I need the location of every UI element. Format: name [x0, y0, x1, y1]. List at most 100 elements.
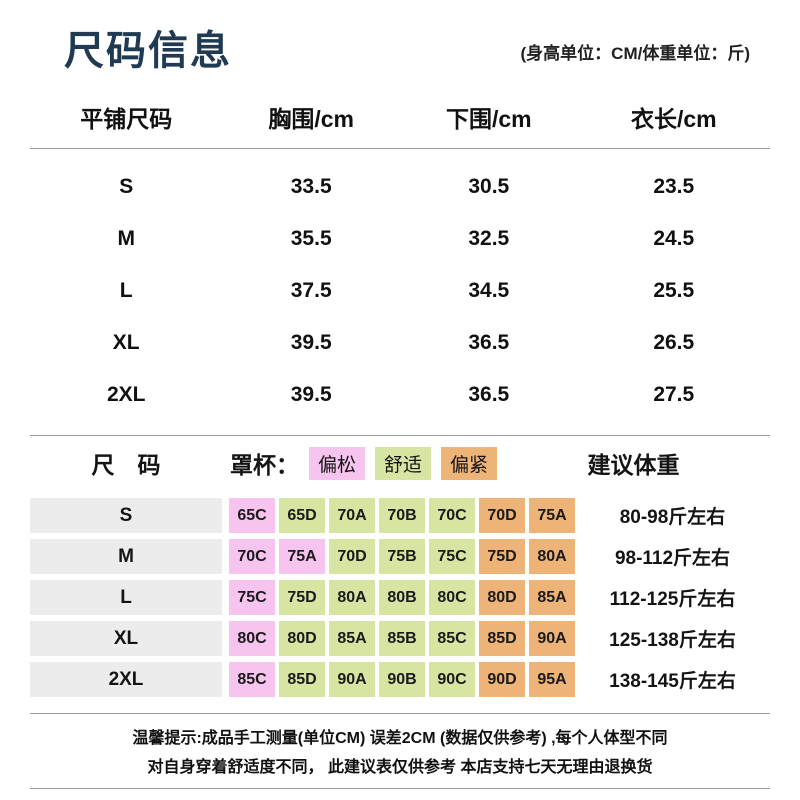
- divider: [30, 713, 770, 714]
- cup-row: S 65C 65D 70A 70B 70C 70D 75A 80-98斤左右: [30, 498, 770, 533]
- divider: [30, 788, 770, 789]
- size-row: XL 39.5 36.5 26.5: [30, 317, 770, 369]
- size-cell: L: [119, 279, 133, 302]
- legend-chip-comfort: 舒适: [375, 446, 432, 480]
- divider: [30, 435, 770, 436]
- cup-cell: 90A: [529, 621, 575, 656]
- bust-cell: 37.5: [290, 279, 332, 302]
- weight-cell: 125-138斤左右: [609, 630, 736, 651]
- cup-cell: 80C: [229, 621, 275, 656]
- length-cell: 24.5: [653, 227, 695, 250]
- weight-cell: 112-125斤左右: [609, 589, 736, 610]
- cup-cell: 75C: [429, 539, 475, 574]
- column-header-length: 衣长/cm: [630, 106, 717, 132]
- cup-cell: 70B: [379, 498, 425, 533]
- size-cell: S: [119, 175, 134, 198]
- cup-cell: 75D: [479, 539, 525, 574]
- cup-section-header: 尺 码 罩杯： 偏松 舒适 偏紧 建议体重: [30, 436, 770, 490]
- cup-cell: 90A: [329, 662, 375, 697]
- cup-cell: 95A: [529, 662, 575, 697]
- cup-cell: 75B: [379, 539, 425, 574]
- cup-table: S 65C 65D 70A 70B 70C 70D 75A 80-98斤左右 M…: [30, 498, 770, 697]
- bust-cell: 33.5: [290, 175, 332, 198]
- size-cell: M: [117, 227, 135, 250]
- weight-cell: 80-98斤左右: [619, 507, 726, 528]
- size-cell: 2XL: [106, 383, 146, 406]
- size-band: L: [30, 580, 222, 615]
- cup-cell: 75C: [229, 580, 275, 615]
- cup-cell: 90B: [379, 662, 425, 697]
- cup-cell: 85C: [229, 662, 275, 697]
- cup-cell: 85C: [429, 621, 475, 656]
- cup-cell: 85A: [329, 621, 375, 656]
- cup-cell: 65D: [279, 498, 325, 533]
- cup-row: L 75C 75D 80A 80B 80C 80D 85A 112-125斤左右: [30, 580, 770, 615]
- size-row: S 33.5 30.5 23.5: [30, 161, 770, 213]
- cup-cell: 65C: [229, 498, 275, 533]
- cup-cell: 80A: [529, 539, 575, 574]
- size-row: 2XL 39.5 36.5 27.5: [30, 369, 770, 421]
- cup-cell: 80D: [279, 621, 325, 656]
- cup-cells: 80C 80D 85A 85B 85C 85D 90A: [229, 621, 575, 656]
- cup-cell: 80B: [379, 580, 425, 615]
- divider: [30, 148, 770, 149]
- cup-cell: 85D: [479, 621, 525, 656]
- underbust-cell: 30.5: [468, 175, 510, 198]
- cup-row: M 70C 75A 70D 75B 75C 75D 80A 98-112斤左右: [30, 539, 770, 574]
- size-row: M 35.5 32.5 24.5: [30, 213, 770, 265]
- legend-chip-tight: 偏紧: [441, 446, 498, 480]
- size-band: XL: [30, 621, 222, 656]
- weight-column-label: 建议体重: [587, 452, 680, 478]
- cup-size-label: 尺 码: [91, 452, 161, 478]
- cup-cell: 85B: [379, 621, 425, 656]
- cup-cell: 85D: [279, 662, 325, 697]
- footer-note-line2: 对自身穿着舒适度不同， 此建议表仅供参考 本店支持七天无理由退换货: [147, 759, 653, 776]
- length-cell: 23.5: [653, 175, 695, 198]
- cup-cell: 70A: [329, 498, 375, 533]
- size-cell: XL: [112, 331, 140, 354]
- size-band: S: [30, 498, 222, 533]
- underbust-cell: 32.5: [468, 227, 510, 250]
- cup-cell: 70D: [479, 498, 525, 533]
- unit-note: (身高单位：CM/体重单位：斤): [520, 43, 750, 63]
- bust-cell: 39.5: [290, 331, 332, 354]
- length-cell: 26.5: [653, 331, 695, 354]
- cup-cell: 90C: [429, 662, 475, 697]
- cup-row: XL 80C 80D 85A 85B 85C 85D 90A 125-138斤左…: [30, 621, 770, 656]
- cup-label: 罩杯：: [230, 452, 299, 478]
- bust-cell: 39.5: [290, 383, 332, 406]
- cup-cell: 80C: [429, 580, 475, 615]
- cup-cell: 80A: [329, 580, 375, 615]
- cup-cell: 70C: [429, 498, 475, 533]
- underbust-cell: 34.5: [468, 279, 510, 302]
- cup-legend: 罩杯： 偏松 舒适 偏紧: [230, 446, 498, 480]
- cup-cell: 70D: [329, 539, 375, 574]
- cup-cells: 75C 75D 80A 80B 80C 80D 85A: [229, 580, 575, 615]
- weight-cell: 138-145斤左右: [609, 671, 736, 692]
- size-table-header-row: 平铺尺码 胸围/cm 下围/cm 衣长/cm: [30, 86, 770, 148]
- size-row: L 37.5 34.5 25.5: [30, 265, 770, 317]
- length-cell: 27.5: [653, 383, 695, 406]
- cup-cell: 80D: [479, 580, 525, 615]
- bust-cell: 35.5: [290, 227, 332, 250]
- size-band: M: [30, 539, 222, 574]
- column-header-bust: 胸围/cm: [268, 106, 354, 132]
- length-cell: 25.5: [653, 279, 695, 302]
- cup-cell: 75A: [279, 539, 325, 574]
- cup-cells: 65C 65D 70A 70B 70C 70D 75A: [229, 498, 575, 533]
- cup-cell: 75D: [279, 580, 325, 615]
- cup-cells: 85C 85D 90A 90B 90C 90D 95A: [229, 662, 575, 697]
- cup-cell: 90D: [479, 662, 525, 697]
- underbust-cell: 36.5: [468, 383, 510, 406]
- size-band: 2XL: [30, 662, 222, 697]
- footer-note: 温馨提示:成品手工测量(单位CM) 误差2CM (数据仅供参考) ,每个人体型不…: [30, 714, 770, 788]
- column-header-size: 平铺尺码: [80, 106, 173, 132]
- cup-cell: 70C: [229, 539, 275, 574]
- legend-chip-loose: 偏松: [309, 446, 366, 480]
- underbust-cell: 36.5: [468, 331, 510, 354]
- cup-cell: 85A: [529, 580, 575, 615]
- footer-note-line1: 温馨提示:成品手工测量(单位CM) 误差2CM (数据仅供参考) ,每个人体型不…: [132, 730, 668, 747]
- cup-cells: 70C 75A 70D 75B 75C 75D 80A: [229, 539, 575, 574]
- column-header-underbust: 下围/cm: [445, 106, 532, 132]
